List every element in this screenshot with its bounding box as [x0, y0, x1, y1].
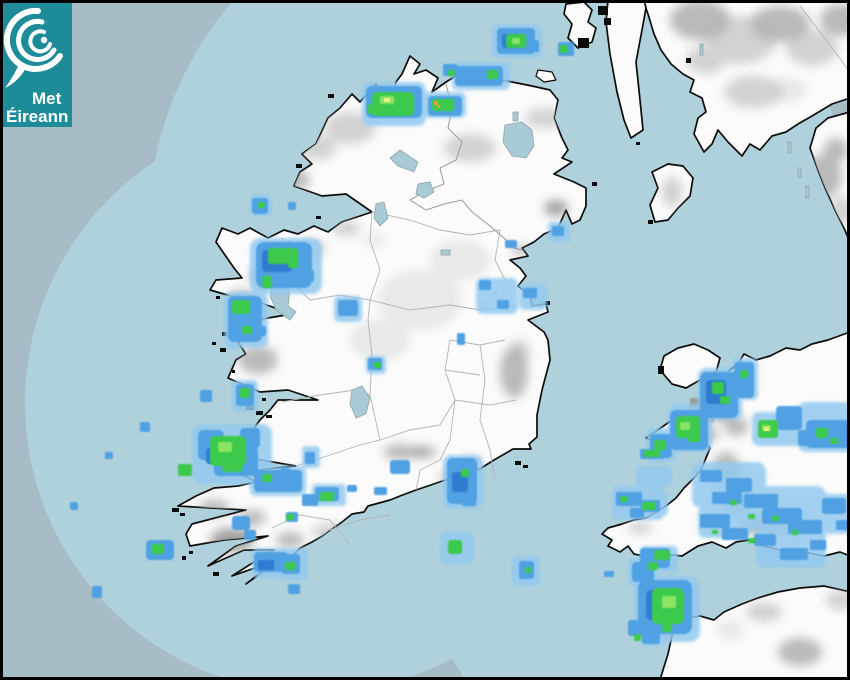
met-eireann-spiral-icon: [3, 7, 63, 88]
cumbria-lake-3: [805, 185, 810, 199]
lower-lough-erne: [389, 149, 419, 173]
lough-derg: [349, 385, 371, 419]
logo-text-line1: Met: [32, 89, 62, 108]
upper-lough-erne: [415, 181, 435, 199]
northern-ireland-border: [409, 83, 523, 251]
met-eireann-logo: Met Éireann: [2, 2, 72, 127]
logo-text-line2: Éireann: [6, 107, 68, 126]
cumbria-lake-2: [797, 167, 802, 178]
lough-beg: [512, 111, 519, 122]
lough-ree: [373, 201, 389, 227]
rain-layer-light: [70, 28, 850, 644]
lough-neagh: [502, 121, 535, 159]
rain-layer-intense-orange: [434, 101, 440, 108]
lough-sheelin: [440, 249, 451, 256]
cumbria-lake-1: [787, 141, 792, 154]
scottish-loch: [699, 43, 704, 56]
rain-layer-intense-yellow: [384, 98, 769, 431]
